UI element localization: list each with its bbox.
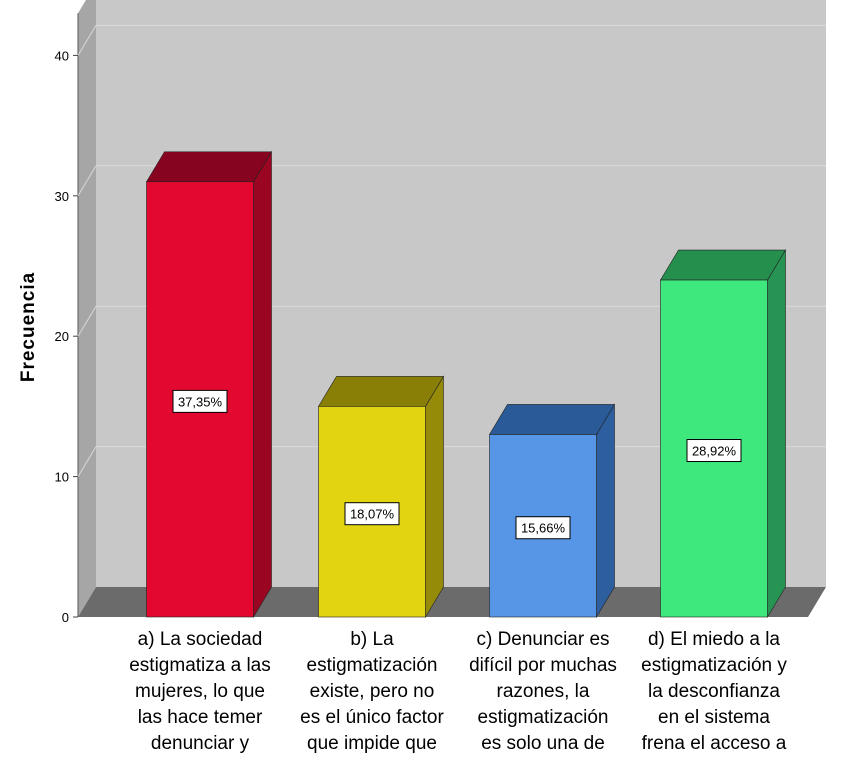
category-label-line: a) La sociedad: [138, 629, 263, 650]
data-label: 18,07%: [350, 507, 395, 522]
y-tick-label: 0: [62, 610, 69, 625]
y-tick-label: 20: [55, 329, 69, 344]
y-axis-label: Frecuencia: [18, 272, 39, 382]
category-label-line: es solo una de: [481, 733, 605, 754]
bar-side: [425, 375, 444, 619]
bar-top: [317, 376, 445, 407]
category-label-line: razones, la: [497, 681, 590, 702]
data-labels: 37,35% 18,07% 15,66% 28,92%: [172, 389, 742, 540]
y-tick-label: 40: [55, 48, 69, 63]
data-label: 28,92%: [692, 444, 737, 459]
grid-line-diag: [77, 25, 97, 56]
data-label-box: [515, 516, 571, 540]
category-label-line: denunciar y: [151, 733, 250, 754]
bar-top: [145, 151, 273, 183]
category-label-line: c) Denunciar es: [476, 629, 609, 650]
data-label-box: [686, 439, 742, 463]
bar-top: [488, 404, 616, 435]
bar-side: [767, 248, 786, 619]
grid-line-diag: [77, 446, 97, 477]
data-label-box: [172, 389, 228, 413]
category-label-line: difícil por muchas: [469, 655, 617, 676]
grid-line-diag: [77, 305, 97, 337]
y-tick-label: 30: [55, 189, 69, 204]
category-label: b) La estigmatización existe, pero no es el…: [300, 629, 444, 754]
grid-line-diag: [77, 165, 97, 197]
category-label-line: estigmatización y: [641, 655, 787, 676]
x-axis-categories: a) La sociedad estigmatiza a las mujeres, …: [129, 629, 787, 754]
data-label-box: [344, 502, 400, 526]
category-label: c) Denunciar es difícil por muchas razones…: [469, 629, 617, 754]
category-label: a) La sociedad estigmatiza a las mujeres, …: [129, 629, 271, 754]
category-label: d) El miedo a la estigmatización y la desc…: [641, 629, 787, 754]
y-axis-ticks: 0 10 20 30 40: [55, 48, 78, 625]
data-label: 37,35%: [178, 394, 223, 409]
category-label-line: estigmatización: [307, 655, 438, 676]
category-label-line: estigmatización: [478, 707, 609, 728]
category-label-line: es el único factor: [300, 707, 444, 728]
bar-top: [659, 249, 787, 281]
bar-side: [596, 403, 615, 619]
category-label-line: en el sistema: [658, 707, 770, 728]
bar-side: [253, 150, 272, 619]
side-wall: [78, 0, 96, 617]
category-label-line: frena el acceso a: [642, 733, 787, 754]
category-label-line: las hace temer: [138, 707, 263, 728]
category-label-line: b) La: [350, 629, 394, 650]
category-label-line: mujeres, lo que: [135, 681, 265, 702]
category-label-line: d) El miedo a la: [648, 629, 780, 650]
category-label-line: que impide que: [307, 733, 437, 754]
data-label: 15,66%: [521, 521, 566, 536]
y-tick-label: 10: [55, 470, 69, 485]
category-label-line: existe, pero no: [310, 681, 435, 702]
category-label-line: la desconfianza: [648, 681, 780, 702]
category-label-line: estigmatiza a las: [129, 655, 271, 676]
